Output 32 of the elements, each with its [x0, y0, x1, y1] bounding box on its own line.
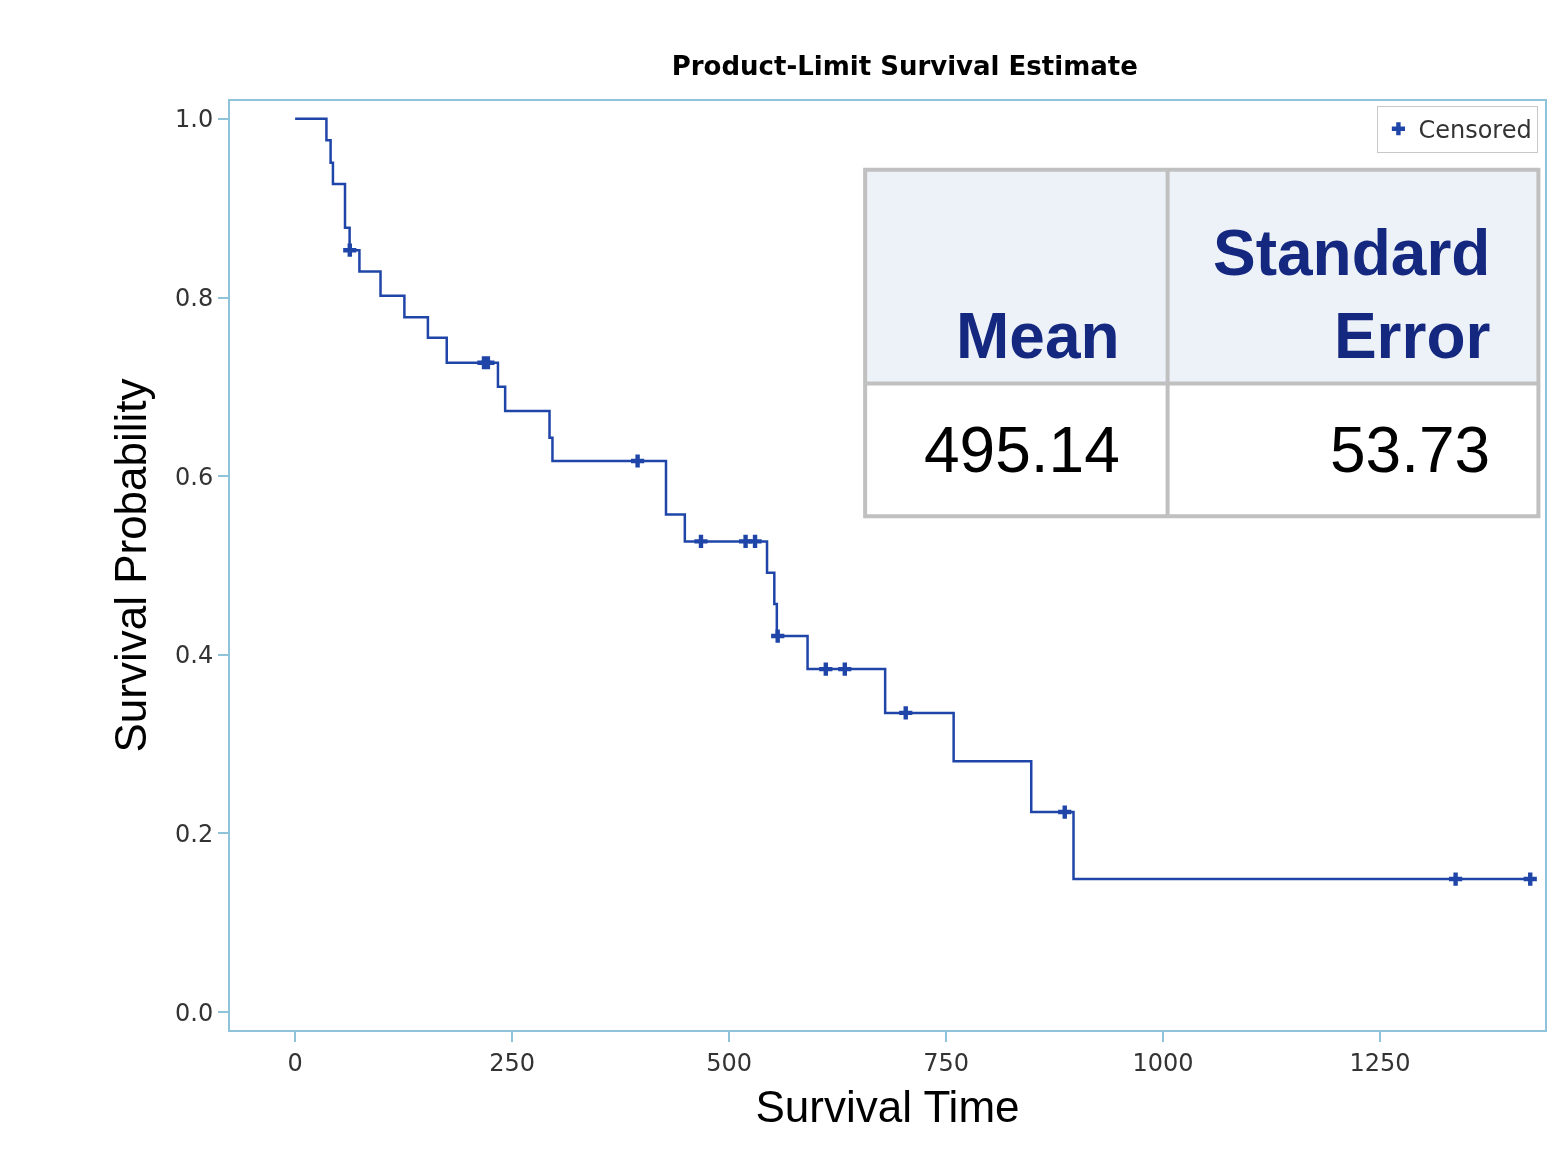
- x-tick-label: 1000: [1132, 1048, 1194, 1077]
- legend-label: Censored: [1418, 116, 1532, 145]
- x-tick-label: 750: [923, 1048, 969, 1077]
- point: [1523, 872, 1537, 886]
- x-tick-label: 1250: [1349, 1048, 1411, 1077]
- y-tick-label: 0.4: [175, 641, 214, 670]
- x-axis-title: Survival Time: [755, 1081, 1020, 1131]
- point: [899, 706, 913, 720]
- point: [819, 662, 833, 676]
- y-tick-label: 0.2: [175, 819, 214, 848]
- y-tick-label: 1.0: [175, 105, 214, 134]
- point: [838, 662, 852, 676]
- point: [1449, 872, 1463, 886]
- point: [481, 356, 495, 370]
- x-tick-label: 250: [489, 1048, 536, 1077]
- annotation: Standard Error: [1213, 217, 1491, 373]
- point: [631, 454, 645, 468]
- chart-title: Product-Limit Survival Estimate: [671, 51, 1138, 82]
- x-tick-label: 0: [287, 1048, 303, 1077]
- point: [748, 534, 762, 548]
- y-tick-label: 0.6: [175, 462, 214, 491]
- point: [343, 243, 357, 257]
- point: [771, 629, 785, 643]
- y-tick-label: 0.0: [175, 998, 214, 1027]
- y-axis-title: Survival Probability: [105, 378, 155, 753]
- annotation: Mean: [956, 300, 1120, 372]
- y-tick-label: 0.8: [175, 283, 214, 312]
- annotation: 495.14: [924, 414, 1120, 486]
- point: [694, 534, 708, 548]
- annotation: 53.73: [1330, 414, 1491, 486]
- point: [1058, 805, 1072, 819]
- x-tick-label: 500: [706, 1048, 752, 1077]
